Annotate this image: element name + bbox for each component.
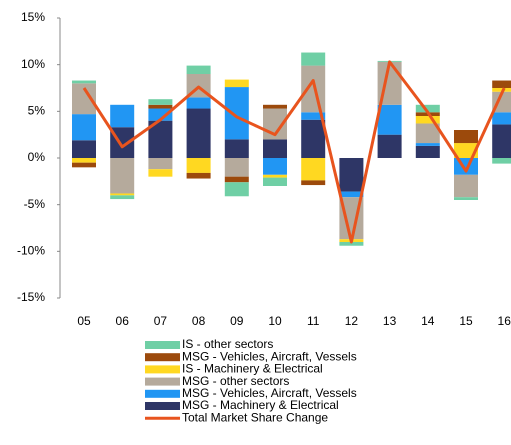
bar-segment [492,112,511,125]
legend-label: MSG - Machinery & Electrical [182,398,339,412]
y-tick-label: 10% [21,57,45,71]
y-tick-label: 0% [28,150,46,164]
bar-segment [224,182,249,197]
bar-segment [148,99,173,105]
x-tick-label: 14 [421,314,435,328]
bar-segment [224,87,249,140]
bar-segment [301,65,326,113]
bar-segment [72,140,96,158]
y-tick-label: -5% [24,197,46,211]
bar-segment [454,143,478,158]
bar-segment [301,112,326,120]
bar-segment [72,158,96,163]
bar-segment [492,158,511,164]
bar-segment [339,242,364,246]
bar-segment [377,134,402,158]
bar-segment [454,197,478,200]
bar-segment [492,88,511,92]
bar-segment [263,174,287,178]
x-tick-label: 15 [459,314,473,328]
bar-segment [301,52,326,66]
bar-segment [301,180,326,186]
bar-segment [454,130,478,144]
y-tick-label: -10% [17,244,45,258]
bar-segment [415,116,440,124]
legend-label: IS - Machinery & Electrical [182,362,323,376]
bar-segment [415,104,440,113]
bar-segment [148,169,173,177]
bar-segment [110,195,135,200]
bar-segment [148,108,173,121]
bar-segment [72,162,96,168]
x-tick-label: 08 [192,314,206,328]
bar-segment [110,193,135,196]
x-tick-label: 13 [383,314,397,328]
bar-segment [110,158,135,194]
bar-segment [301,119,326,158]
legend-swatch [145,389,180,398]
bar-segment [301,158,326,181]
x-tick-label: 12 [345,314,359,328]
bar-segment [186,108,211,158]
bar-segment [263,177,287,186]
x-tick-label: 10 [268,314,282,328]
legend-label: MSG - Vehicles, Aircraft, Vessels [182,386,357,400]
bar-segment [224,158,249,177]
bar-segment [148,104,173,109]
x-tick-label: 06 [116,314,130,328]
bar-segment [263,139,287,158]
bar-segment [377,104,402,135]
y-tick-label: 15% [21,10,45,24]
bar-segment [339,191,364,198]
legend-label: IS - other sectors [182,337,273,351]
legend-swatch [145,365,180,374]
line [82,60,506,244]
bar-segment [415,145,440,158]
legend-label: MSG - Vehicles, Aircraft, Vessels [182,349,357,363]
bar-segment [72,114,96,141]
bar-segment [148,158,173,170]
bar-segment [186,97,211,109]
bar-segment [339,158,364,192]
legend-label: Total Market Share Change [182,410,328,424]
bar-segment [224,176,249,183]
bar-segment [224,79,249,88]
bar-segment [224,139,249,158]
legend-swatch [145,341,180,349]
bar-segment [72,80,96,84]
bar-segment [415,143,440,146]
bar-segment [186,158,211,173]
x-tick-label: 05 [77,314,91,328]
y-tick-label: -15% [17,290,45,304]
bar-segment [186,65,211,74]
x-tick-label: 07 [154,314,168,328]
legend-swatch [145,353,180,362]
bar-segment [263,158,287,175]
bar-segment [263,104,287,109]
x-tick-label: 16 [498,314,511,328]
y-tick-label: 5% [28,104,46,118]
legend-label: MSG - other sectors [182,374,289,388]
x-tick-label: 09 [230,314,244,328]
bar-segment [492,80,511,88]
bar-segment [186,172,211,179]
legend-swatch [145,402,180,410]
bar-segment [454,174,478,198]
x-tick-label: 11 [307,314,320,328]
bar-segment [110,104,135,128]
bar-segment [492,124,511,158]
legend-swatch [145,377,180,386]
bar-segment [415,123,440,144]
